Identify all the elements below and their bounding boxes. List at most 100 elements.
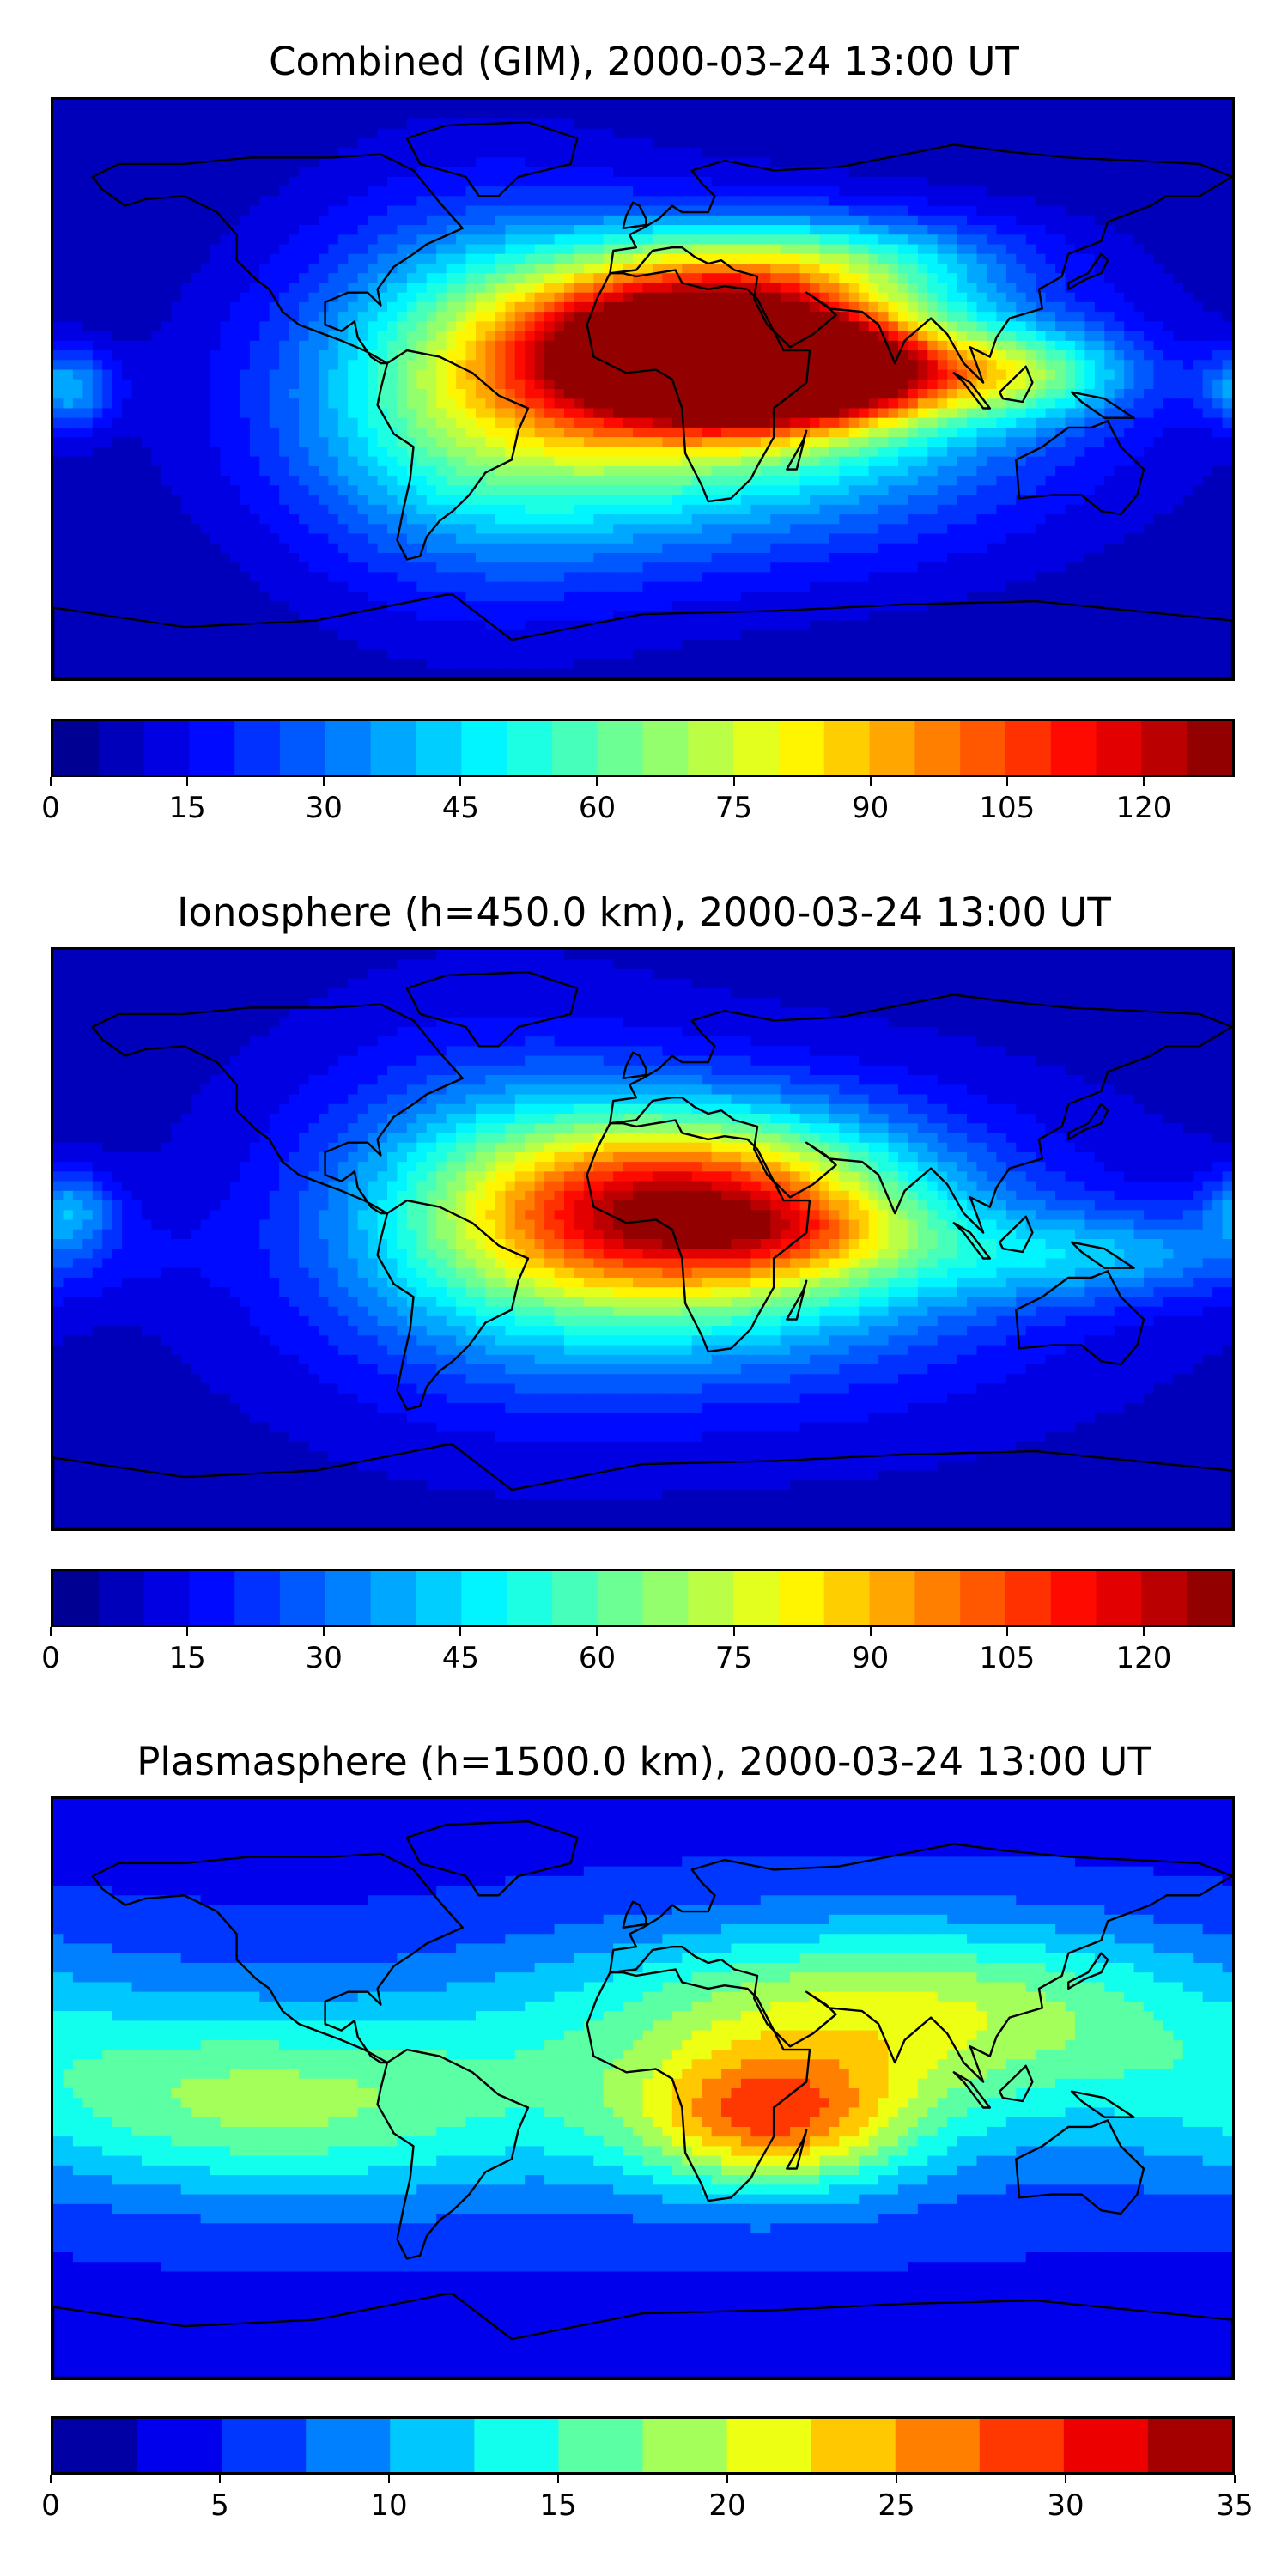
tick-mark (1065, 2475, 1066, 2483)
coastline-path (91, 1003, 464, 1215)
colorbar-svg (53, 721, 1232, 775)
tick-mark (596, 1627, 598, 1636)
colorbar-level (98, 721, 145, 775)
coastline-path (786, 2129, 808, 2170)
colorbar-level (370, 1571, 417, 1625)
map-ionosphere (51, 947, 1235, 1531)
colorbar-level (143, 1571, 191, 1625)
tick-mark (388, 2475, 390, 2483)
colorbar-level (979, 2419, 1065, 2472)
colorbar-level (1187, 721, 1232, 775)
coastline-path (586, 269, 811, 503)
colorbar-level (1141, 721, 1188, 775)
colorbar-level (461, 1571, 507, 1625)
colorbar-level (733, 1571, 780, 1625)
colorbar-ticks: 0 15 30 45 60 75 90 105 120 (41, 777, 1235, 829)
coastline-path (998, 2064, 1034, 2103)
colorbar-level (960, 1571, 1006, 1625)
colorbar-level (137, 2419, 222, 2472)
colorbar-level (688, 1571, 734, 1625)
coastline-path (53, 1443, 1232, 1528)
colorbar-level (642, 1571, 689, 1625)
tick-mark (596, 777, 598, 786)
map-combined (51, 97, 1235, 681)
colorbar-level (642, 721, 689, 775)
colorbar-level (823, 721, 871, 775)
panel-title: Plasmasphere (h=1500.0 km), 2000-03-24 1… (0, 1738, 1288, 1786)
coastline-path (998, 1215, 1034, 1254)
coastlines (53, 1820, 1232, 2378)
coastline-path (1067, 1952, 1109, 1990)
colorbar-level (53, 1571, 100, 1625)
colorbar-ticks: 0 5 10 15 20 25 30 35 (41, 2475, 1254, 2526)
tick-mark (459, 1627, 462, 1636)
tick-label: 90 (819, 791, 922, 825)
coastline-path (376, 2048, 530, 2260)
tick-mark (732, 1627, 735, 1636)
tick-label: 75 (683, 791, 786, 825)
colorbar-level (558, 2419, 644, 2472)
coastline-path (998, 365, 1034, 404)
tick-label: 30 (272, 1641, 375, 1675)
tick-label: 35 (1183, 2488, 1286, 2523)
coastlines (53, 121, 1232, 678)
coastline-path (609, 1843, 1232, 2083)
coastline-path (609, 993, 1232, 1234)
colorbar-level (914, 721, 961, 775)
map-svg (53, 1799, 1232, 2378)
colorbar-level (143, 721, 191, 775)
colorbar-svg (53, 2419, 1232, 2472)
coastline-path (952, 1222, 992, 1260)
coastline-path (1015, 2119, 1145, 2215)
colorbar-level (869, 721, 915, 775)
tick-label: 15 (136, 1641, 239, 1675)
colorbar-level (597, 721, 644, 775)
tick-mark (732, 777, 735, 786)
colorbar-level (1147, 2419, 1232, 2472)
colorbar-level (960, 721, 1006, 775)
colorbar-level (1096, 721, 1142, 775)
colorbar-level (306, 2419, 391, 2472)
coastline-path (609, 143, 1232, 384)
coastline-path (376, 349, 530, 561)
tick-label: 0 (0, 791, 102, 825)
colorbar-level (823, 1571, 871, 1625)
colorbar-level (778, 721, 825, 775)
coastline-path (405, 1820, 579, 1897)
tick-label: 5 (168, 2488, 271, 2523)
coastline-path (952, 2071, 992, 2109)
colorbar-plasmasphere (51, 2416, 1235, 2475)
colorbar-level (1063, 2419, 1149, 2472)
colorbar-ticks: 0 15 30 45 60 75 90 105 120 (41, 1627, 1235, 1679)
tick-mark (1234, 2475, 1236, 2483)
coastline-path (786, 429, 808, 471)
coastline-path (1015, 420, 1145, 516)
coastline-path (952, 372, 992, 410)
colorbar-level (189, 1571, 235, 1625)
tick-mark (50, 777, 52, 786)
panel-title: Ionosphere (h=450.0 km), 2000-03-24 13:0… (0, 889, 1288, 937)
tick-label: 30 (272, 791, 375, 825)
coastline-path (1070, 391, 1135, 419)
tick-mark (557, 2475, 559, 2483)
tick-mark (1142, 777, 1145, 786)
colorbar-level (507, 1571, 553, 1625)
coastline-path (1015, 1270, 1145, 1366)
tick-label: 45 (409, 791, 512, 825)
contour-field (53, 100, 1232, 678)
tick-label: 90 (819, 1641, 922, 1675)
colorbar-combined (51, 719, 1235, 777)
coastline-path (1067, 1103, 1109, 1141)
coastline-path (53, 2293, 1232, 2378)
map-svg (53, 100, 1232, 678)
tick-mark (726, 2475, 728, 2483)
tick-label: 0 (0, 1641, 102, 1675)
coastline-path (405, 971, 579, 1048)
contour-field (53, 950, 1232, 1528)
tick-label: 105 (956, 1641, 1059, 1675)
colorbar-level (234, 1571, 281, 1625)
colorbar-level (1096, 1571, 1142, 1625)
tick-label: 20 (676, 2488, 779, 2523)
tick-mark (186, 777, 189, 786)
tick-label: 0 (0, 2488, 102, 2523)
